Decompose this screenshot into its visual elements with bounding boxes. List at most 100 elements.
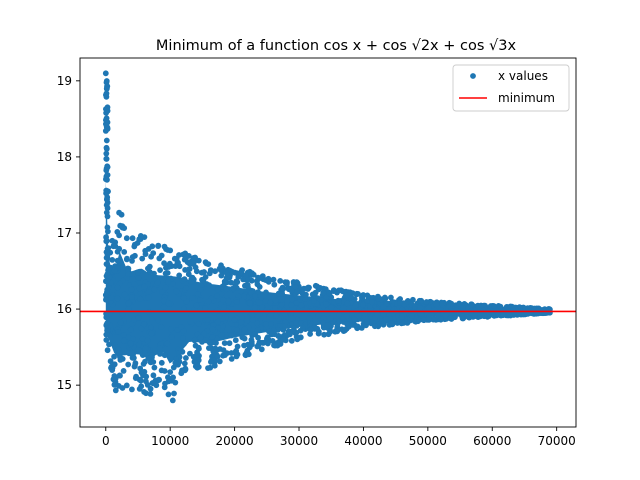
data-point <box>197 286 204 293</box>
data-point <box>233 347 240 354</box>
data-point <box>109 257 116 263</box>
data-point <box>205 298 212 305</box>
legend-label-minimum: minimum <box>498 91 555 105</box>
data-point <box>220 347 227 353</box>
data-point <box>273 312 279 319</box>
data-point <box>205 365 211 371</box>
data-point <box>426 316 432 323</box>
data-point <box>115 329 122 335</box>
data-point <box>123 382 130 389</box>
data-point <box>323 301 330 308</box>
data-point <box>103 189 110 196</box>
data-point <box>135 346 142 353</box>
data-point <box>260 339 267 346</box>
data-point <box>418 297 425 304</box>
data-point <box>116 232 122 239</box>
data-point <box>288 287 295 294</box>
data-point <box>119 385 126 391</box>
data-point <box>404 320 411 326</box>
data-point <box>450 309 457 316</box>
data-point <box>116 245 123 252</box>
data-point <box>171 390 177 397</box>
data-point <box>231 317 238 323</box>
data-point <box>141 372 148 379</box>
data-point <box>180 335 186 341</box>
data-point <box>127 326 134 333</box>
data-point <box>103 273 110 279</box>
x-tick-label: 60000 <box>473 434 511 448</box>
data-point <box>245 341 251 348</box>
data-point <box>267 312 274 318</box>
y-tick-label: 16 <box>57 302 72 316</box>
data-point <box>104 164 111 171</box>
data-point <box>475 302 481 309</box>
data-point <box>303 291 309 298</box>
data-point <box>374 311 381 318</box>
data-point <box>404 298 411 305</box>
data-point <box>131 281 138 287</box>
data-point <box>144 382 151 388</box>
data-point <box>472 313 478 319</box>
data-point <box>211 362 218 369</box>
data-point <box>165 300 172 307</box>
data-point <box>170 374 177 381</box>
data-point <box>244 317 251 324</box>
data-point <box>183 355 189 361</box>
data-point <box>209 326 216 333</box>
data-point <box>223 286 230 293</box>
data-point <box>147 359 154 366</box>
data-point <box>188 279 195 285</box>
data-point <box>103 117 109 123</box>
data-point <box>546 306 553 312</box>
data-point <box>233 327 240 333</box>
data-point <box>125 305 132 312</box>
data-point <box>289 296 295 303</box>
data-point <box>206 339 213 346</box>
data-point <box>155 242 162 249</box>
data-point <box>218 332 225 339</box>
data-point <box>216 358 223 365</box>
data-point <box>137 377 144 384</box>
data-point <box>321 331 327 338</box>
data-point <box>282 332 288 338</box>
data-point <box>320 289 327 296</box>
data-point <box>107 358 114 365</box>
data-point <box>355 313 362 319</box>
data-point <box>336 312 342 319</box>
data-point <box>386 305 392 312</box>
data-point <box>334 328 341 335</box>
data-point <box>277 278 284 284</box>
data-point <box>119 311 126 318</box>
legend: x values minimum <box>452 64 570 112</box>
data-point <box>111 353 117 360</box>
data-point <box>103 150 110 157</box>
data-point <box>336 318 343 325</box>
data-point <box>125 271 132 278</box>
data-point <box>220 297 227 303</box>
data-point <box>142 251 149 257</box>
data-point <box>495 311 502 318</box>
data-point <box>399 313 405 320</box>
data-point <box>353 291 360 298</box>
data-point <box>165 278 172 285</box>
data-point <box>120 368 127 374</box>
data-point <box>150 380 156 387</box>
data-point <box>217 267 224 274</box>
data-point <box>121 291 128 298</box>
data-point <box>335 297 342 304</box>
data-point <box>279 296 285 303</box>
data-point <box>195 257 202 264</box>
data-point <box>397 296 403 302</box>
data-point <box>324 322 331 329</box>
data-point <box>256 275 263 281</box>
data-point <box>111 267 118 274</box>
x-tick-label: 40000 <box>344 434 382 448</box>
data-point <box>410 296 416 303</box>
data-point <box>242 352 249 359</box>
data-point <box>338 287 344 294</box>
data-point <box>114 284 121 291</box>
data-point <box>125 334 132 341</box>
data-point <box>290 279 297 285</box>
data-point <box>228 279 235 286</box>
data-point <box>120 332 127 338</box>
